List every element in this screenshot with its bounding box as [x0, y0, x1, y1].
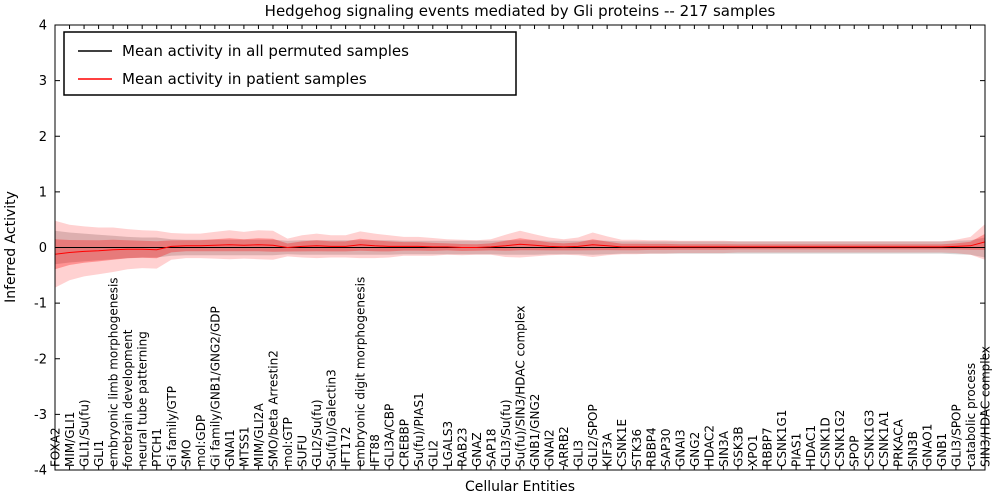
x-tick-label: GLI2/SPOP [586, 404, 600, 467]
x-tick-label: mol:GDP [194, 415, 208, 467]
y-tick-label: 1 [39, 185, 47, 200]
x-tick-label: IFT172 [339, 427, 353, 467]
x-tick-label: Gi family/GTP [165, 386, 179, 467]
x-tick-label: HDAC1 [804, 425, 818, 467]
x-tick-label: GNAZ [470, 432, 484, 467]
plot-area [54, 220, 986, 288]
x-tick-label: IFT88 [368, 434, 382, 467]
patient-mean-line [54, 241, 986, 255]
x-tick-label: SUFU [296, 435, 310, 467]
x-tick-label: MTSS1 [237, 426, 251, 467]
x-tick-label: CSNK1G1 [775, 410, 789, 467]
x-tick-label: neural tube patterning [136, 331, 150, 467]
x-tick-label: SIN3A [717, 430, 731, 467]
x-tick-label: GNB1 [935, 433, 949, 467]
plot-border [54, 24, 986, 471]
legend: Mean activity in all permuted samples Me… [63, 31, 517, 96]
x-tick-label: MIM/GLI1 [63, 412, 77, 467]
x-tick-label: SAP30 [659, 428, 673, 467]
x-tick-label: LGALS3 [441, 421, 455, 467]
x-tick-label: GSK3B [731, 426, 745, 467]
x-tick-label: Gi family/GNB1/GNG2/GDP [208, 306, 222, 467]
patient-band-inner [55, 233, 985, 270]
x-tick-label: Su(fu)/Galectin3 [325, 369, 339, 467]
x-tick-label: PRKACA [891, 418, 905, 467]
x-tick-label: GLI3/Su(fu) [499, 399, 513, 467]
x-tick-label: CSNK1A1 [877, 411, 891, 467]
legend-box [63, 31, 517, 96]
x-tick-label: CSNK1E [615, 419, 629, 467]
x-tick-label: PTCH1 [150, 428, 164, 467]
legend-label-patient: Mean activity in patient samples [122, 70, 367, 88]
x-tick-label: CSNK1G3 [862, 410, 876, 467]
x-tick-label: CREBBP [397, 419, 411, 467]
x-tick-label: RBBP7 [761, 427, 775, 467]
x-tick-label: SMO [179, 440, 193, 467]
x-axis: FOXA2 MIM/GLI1 GLI1/Su(fu) GLI1 embryonic li… [49, 25, 993, 470]
x-tick-label: GNAI2 [543, 429, 557, 467]
x-tick-label: RBBP4 [644, 427, 658, 467]
y-tick-label: -2 [34, 352, 47, 367]
x-tick-label: STK36 [630, 429, 644, 467]
y-tick-label: 4 [39, 19, 47, 34]
x-tick-label: forebrain development [121, 329, 135, 467]
patient-band-outer [55, 220, 985, 288]
y-tick-label: 2 [39, 130, 47, 145]
x-tick-label: GLI1 [92, 440, 106, 467]
x-tick-label: GNB1/GNG2 [528, 394, 542, 467]
x-tick-label: PIAS1 [790, 433, 804, 467]
y-tick-label: -3 [34, 408, 47, 423]
x-tick-label: embryonic digit morphogenesis [354, 277, 368, 467]
x-tick-label: GNAI1 [223, 429, 237, 467]
y-axis-label: Inferred Activity [3, 191, 19, 303]
x-tick-label: HDAC2 [702, 425, 716, 467]
y-tick-label: -1 [34, 297, 47, 312]
x-tick-label: catabolic process [964, 363, 978, 467]
x-tick-label: GLI2 [426, 440, 440, 467]
y-axis: -4 -3 -2 -1 0 1 2 3 4 [34, 19, 985, 479]
x-tick-label: CSNK1G2 [833, 410, 847, 467]
x-tick-label: KIF3A [601, 432, 615, 467]
y-tick-label: -4 [34, 464, 47, 479]
x-tick-label: GLI3 [572, 440, 586, 467]
x-tick-label: XPO1 [746, 434, 760, 467]
x-tick-label: GLI3A/CBP [383, 404, 397, 467]
x-tick-label: GLI3/SPOP [949, 404, 963, 467]
x-tick-label: SPOP [848, 435, 862, 467]
x-tick-label: GNAO1 [920, 424, 934, 467]
x-tick-label: GNAI3 [673, 429, 687, 467]
x-axis-label: Cellular Entities [465, 479, 575, 495]
x-tick-label: Su(fu)/PIAS1 [412, 392, 426, 467]
x-tick-label: SMO/beta Arrestin2 [266, 350, 280, 467]
x-tick-label: embryonic limb morphogenesis [107, 277, 121, 467]
y-tick-label: 0 [39, 241, 47, 256]
x-tick-label: ARRB2 [557, 426, 571, 467]
x-tick-label: mol:GTP [281, 417, 295, 467]
x-tick-label: Su(fu)/SIN3/HDAC complex [514, 306, 528, 467]
x-tick-label: SAP18 [484, 428, 498, 467]
x-tick-label: MIM/GLI2A [252, 403, 266, 467]
x-tick-label: SIN3B [906, 431, 920, 467]
x-tick-label: CSNK1D [819, 417, 833, 467]
y-tick-label: 3 [39, 74, 47, 89]
x-tick-label: GLI1/Su(fu) [78, 399, 92, 467]
x-tick-label: RAB23 [455, 427, 469, 467]
x-tick-label: GNG2 [688, 432, 702, 467]
legend-label-permuted: Mean activity in all permuted samples [122, 42, 409, 60]
x-tick-label: GLI2/Su(fu) [310, 399, 324, 467]
chart-title: Hedgehog signaling events mediated by Gl… [265, 2, 776, 20]
